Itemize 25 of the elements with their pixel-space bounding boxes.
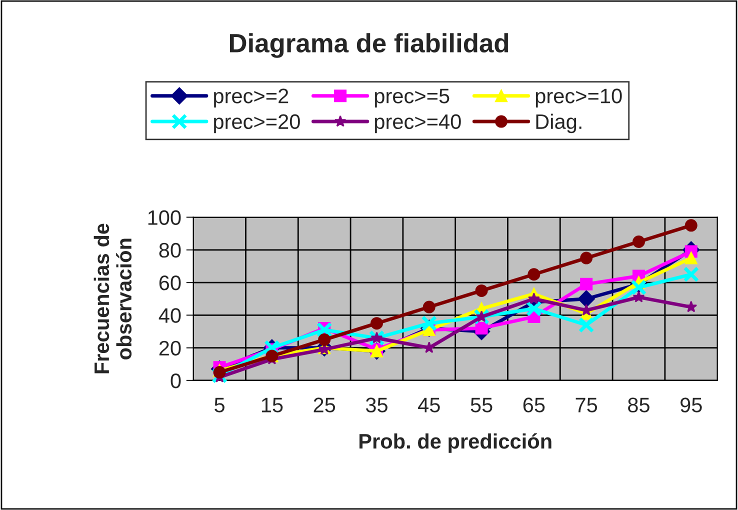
x-tick-label: 5 — [214, 398, 224, 412]
chart-title: Diagrama de fiabilidad — [230, 33, 508, 58]
x-tick-label: 35 — [366, 398, 388, 412]
x-tick-label: 55 — [470, 398, 492, 412]
x-tick-label: 85 — [628, 398, 650, 412]
legend-label: prec>=5 — [374, 88, 450, 108]
x-tick-label: 95 — [680, 398, 702, 412]
x-tick-label: 75 — [576, 398, 598, 412]
legend-label: prec>=40 — [374, 114, 461, 134]
x-tick-label: 15 — [262, 398, 283, 412]
y-tick-label: 100 — [148, 210, 181, 226]
y-tick-label: 40 — [158, 308, 181, 323]
legend-label: Diag. — [536, 114, 582, 134]
x-axis-title: Prob. de predicción — [360, 433, 552, 453]
legend-label: prec>=10 — [536, 88, 622, 108]
legend-label: prec>=2 — [214, 88, 288, 108]
y-tick-label: 20 — [159, 340, 181, 356]
y-tick-label: 80 — [159, 242, 181, 258]
x-tick-label: 65 — [523, 398, 545, 412]
y-tick-label: 60 — [159, 276, 181, 290]
x-tick-label: 45 — [418, 398, 440, 412]
y-tick-label: 0 — [170, 373, 181, 388]
x-tick-label: 25 — [314, 398, 336, 412]
legend-label: prec>=20 — [214, 114, 300, 134]
y-axis-title: Frecuencias de observación — [94, 224, 132, 374]
